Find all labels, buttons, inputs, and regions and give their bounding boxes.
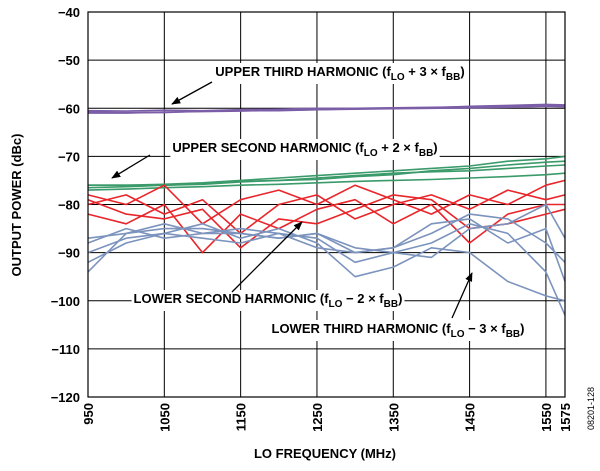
annotation-part: LO [329, 299, 343, 310]
x-tick-label: 1250 [310, 403, 325, 432]
y-tick-label: −120 [51, 390, 80, 405]
x-tick-label: 1050 [157, 403, 172, 432]
y-tick-label: −60 [58, 101, 80, 116]
x-tick-label: 1350 [386, 403, 401, 432]
annotation-part: LOWER THIRD HARMONIC (f [272, 321, 452, 336]
series-line [87, 105, 565, 112]
annotation-part: + 3 × f [405, 64, 447, 79]
x-tick-label: 1550 [539, 403, 554, 432]
annotation-part: ) [520, 321, 524, 336]
annotation-part: ) [398, 291, 402, 306]
figure-code: 08201-128 [586, 387, 596, 430]
plot-lines [87, 103, 566, 316]
annotation-part: UPPER THIRD HARMONIC (f [215, 64, 391, 79]
x-axis-title: LO FREQUENCY (MHz) [254, 446, 396, 461]
annotation-part: ) [433, 140, 437, 155]
y-tick-label: −100 [51, 294, 80, 309]
annotation-arrow [451, 272, 473, 319]
annotation: UPPER THIRD HARMONIC (fLO + 3 × fBB) [215, 64, 464, 83]
series-line [87, 203, 566, 259]
annotation-part: BB [446, 72, 460, 83]
y-tick-label: −70 [58, 149, 80, 164]
annotation-arrow [231, 221, 303, 293]
annotation-background [269, 320, 527, 341]
annotations: UPPER THIRD HARMONIC (fLO + 3 × fBB)UPPE… [111, 63, 527, 341]
annotation-part: + 2 × f [378, 140, 420, 155]
annotation-background [170, 139, 440, 160]
y-axis-title: OUTPUT POWER (dBc) [9, 134, 24, 277]
x-tick-label: 950 [81, 403, 96, 425]
annotation-part: BB [419, 148, 433, 159]
x-tick-label: 1150 [234, 403, 249, 431]
y-tick-label: −80 [58, 198, 80, 213]
annotation-arrow [171, 81, 213, 105]
series-line [88, 155, 566, 186]
annotation-part: UPPER SECOND HARMONIC (f [172, 140, 364, 155]
series-line [88, 164, 566, 186]
annotation: UPPER SECOND HARMONIC (fLO + 2 × fBB) [172, 140, 437, 159]
series-line [87, 223, 566, 302]
series-line [87, 189, 566, 235]
annotation-part: ) [460, 64, 464, 79]
series-line [87, 218, 566, 282]
annotation-part: LO [391, 72, 405, 83]
series-line [87, 213, 566, 273]
y-tick-label: −110 [51, 342, 80, 357]
annotation-part: − 3 × f [464, 321, 506, 336]
annotation-part: LO [364, 148, 378, 159]
annotation-background [213, 63, 467, 84]
x-tick-label: 1575 [558, 403, 573, 432]
annotation-part: BB [506, 329, 520, 340]
x-tick-label: 1450 [463, 403, 478, 432]
y-tick-label: −40 [58, 5, 80, 20]
annotation: LOWER SECOND HARMONIC (fLO − 2 × fBB) [134, 291, 403, 310]
plot-frame [87, 11, 566, 398]
y-tick-label: −50 [58, 53, 80, 68]
y-tick-label: −90 [58, 246, 80, 261]
annotation: LOWER THIRD HARMONIC (fLO − 3 × fBB) [272, 321, 525, 340]
annotation-part: LO [451, 329, 465, 340]
series-line [87, 172, 566, 191]
series-line [87, 103, 566, 114]
annotation-part: BB [384, 299, 398, 310]
annotation-part: − 2 × f [342, 291, 384, 306]
annotation-part: LOWER SECOND HARMONIC (f [134, 291, 330, 306]
series-line [87, 194, 566, 249]
annotation-arrow [111, 154, 151, 179]
series-line [87, 179, 566, 225]
annotation-background [131, 290, 405, 311]
series-line [87, 198, 565, 254]
